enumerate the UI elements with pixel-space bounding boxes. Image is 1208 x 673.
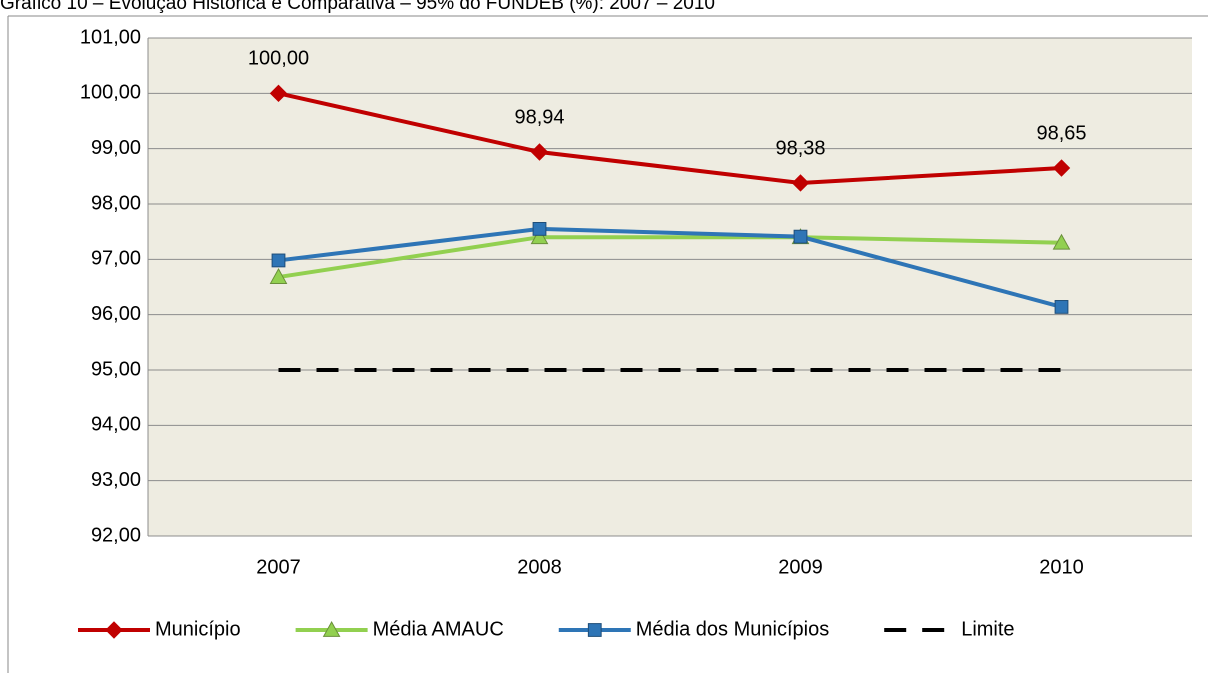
marker [269, 84, 288, 103]
legend-label: Município [155, 618, 241, 640]
x-tick-label: 2009 [778, 556, 823, 578]
series-line [278, 91, 1062, 185]
y-tick-label: 94,00 [91, 414, 141, 436]
marker [532, 222, 547, 236]
series-line [278, 226, 1063, 309]
y-tick-label: 96,00 [91, 303, 141, 325]
marker [1052, 233, 1071, 250]
marker [1054, 300, 1069, 314]
series-line [278, 235, 1062, 280]
chart-title: Gráfico 10 – Evolução Histórica e Compar… [0, 0, 715, 14]
marker [271, 253, 286, 268]
y-tick-label: 97,00 [91, 248, 141, 270]
marker [530, 143, 549, 161]
marker [587, 623, 602, 637]
legend-label: Limite [961, 618, 1014, 640]
data-label: 98,94 [514, 106, 564, 128]
marker [530, 228, 549, 245]
x-tick-label: 2008 [517, 556, 562, 578]
y-tick-label: 99,00 [91, 137, 141, 159]
plot-area [148, 38, 1192, 536]
y-tick-label: 101,00 [80, 26, 141, 48]
data-label: 100,00 [248, 48, 309, 70]
y-tick-label: 100,00 [80, 82, 141, 104]
x-tick-label: 2007 [256, 556, 301, 578]
y-tick-label: 92,00 [91, 524, 141, 546]
marker [1052, 159, 1071, 177]
x-tick-label: 2010 [1039, 556, 1084, 578]
marker [322, 620, 341, 637]
marker [791, 174, 810, 192]
y-tick-label: 93,00 [91, 469, 141, 491]
data-label: 98,65 [1036, 122, 1086, 144]
y-tick-label: 98,00 [91, 192, 141, 214]
marker [269, 268, 288, 284]
marker [105, 621, 123, 639]
y-tick-label: 95,00 [91, 358, 141, 380]
marker [793, 229, 808, 244]
legend-label: Média AMAUC [373, 618, 504, 640]
legend-label: Média dos Municípios [636, 618, 829, 640]
data-label: 98,38 [775, 137, 825, 159]
